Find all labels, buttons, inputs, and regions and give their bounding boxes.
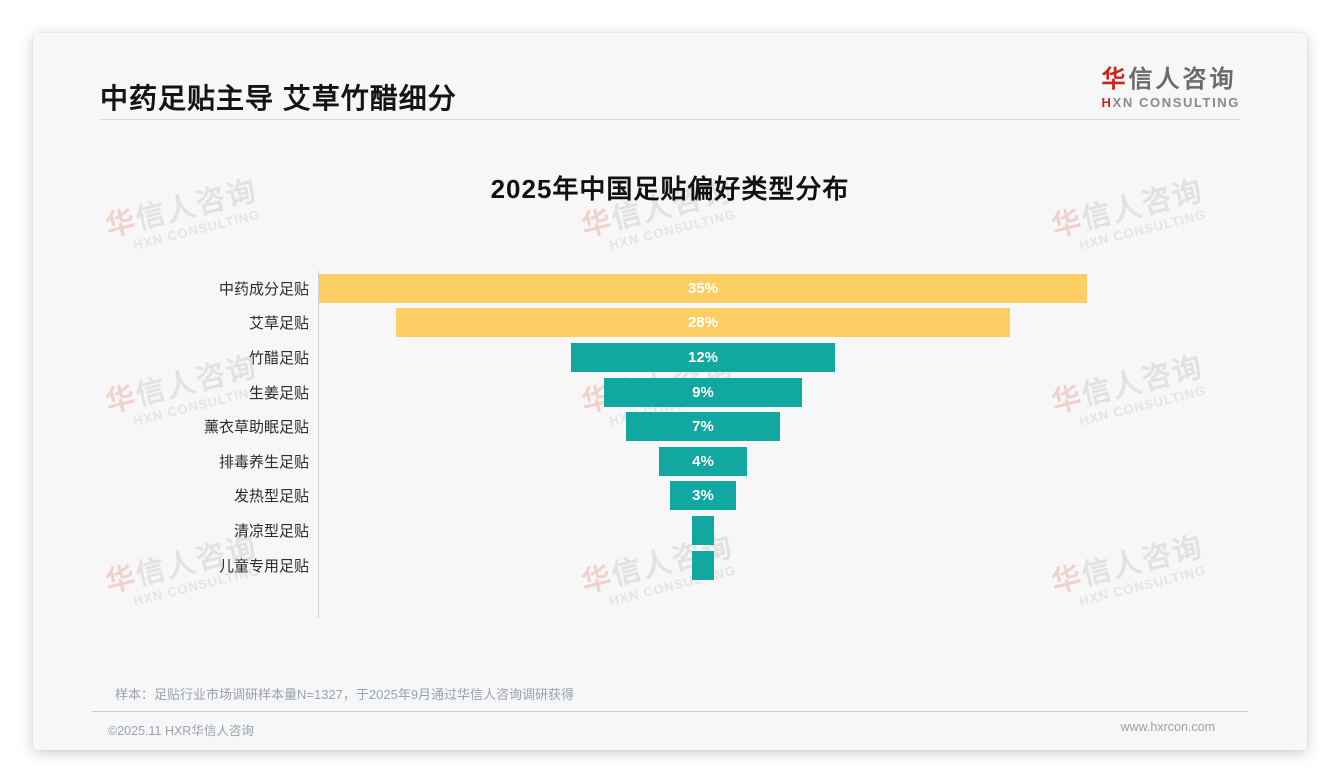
chart-axis-line bbox=[318, 271, 319, 618]
bar: 4% bbox=[659, 446, 747, 476]
category-label: 生姜足贴 bbox=[248, 384, 309, 402]
logo-english-text: HXN CONSULTING bbox=[1102, 95, 1240, 110]
logo-red-char: 华 bbox=[1101, 66, 1129, 93]
bar-track: 7% bbox=[319, 412, 1087, 442]
sample-note: 样本：足贴行业市场调研样本量N=1327，于2025年9月通过华信人咨询调研获得 bbox=[115, 687, 575, 702]
page-title: 中药足贴主导 艾草竹醋细分 bbox=[100, 83, 457, 114]
bar-value-label: 7% bbox=[692, 418, 714, 436]
chart-row: 竹醋足贴 12% bbox=[73, 340, 1087, 375]
bar-value-label: 12% bbox=[687, 348, 719, 366]
header-divider bbox=[100, 119, 1240, 120]
bar: 7% bbox=[626, 412, 780, 442]
chart-row: 艾草足贴 28% bbox=[73, 306, 1087, 341]
chart-row: 生姜足贴 9% bbox=[73, 375, 1087, 410]
bar: 3% bbox=[670, 481, 736, 511]
bar-value-label: 4% bbox=[692, 452, 714, 470]
bar-value-label: 9% bbox=[692, 383, 714, 401]
copyright-text: ©2025.11 HXR华信人咨询 bbox=[108, 724, 254, 738]
logo-chinese-text: 华信人咨询 bbox=[1102, 59, 1240, 94]
bar: 35% bbox=[319, 273, 1087, 303]
chart-row: 发热型足贴 3% bbox=[73, 479, 1087, 514]
category-label: 薰衣草助眠足贴 bbox=[203, 419, 309, 437]
bar: 12% bbox=[571, 342, 835, 372]
chart-row: 薰衣草助眠足贴 7% bbox=[73, 409, 1087, 444]
chart-row: 清凉型足贴 bbox=[73, 513, 1087, 548]
chart-row: 中药成分足贴 35% bbox=[73, 271, 1087, 306]
bar-track: 4% bbox=[319, 446, 1087, 476]
logo-gray-chars: 信人咨询 bbox=[1128, 66, 1237, 93]
bar bbox=[692, 515, 714, 545]
funnel-bar-chart: 中药成分足贴 35% 艾草足贴 28% 竹醋足贴 12% 生姜足贴 9% 薰衣草助眠足贴 7% 排毒… bbox=[73, 271, 1087, 582]
bar-track: 28% bbox=[319, 308, 1087, 338]
category-label: 发热型足贴 bbox=[233, 488, 309, 506]
logo-en-red-char: H bbox=[1101, 95, 1113, 110]
company-logo: 华信人咨询 HXN CONSULTING bbox=[1102, 59, 1240, 110]
bar: 9% bbox=[604, 377, 802, 407]
slide-card: 华信人咨询 HXN CONSULTING 华信人咨询 HXN CONSULTING 华信… bbox=[33, 33, 1307, 750]
bar-value-label: 3% bbox=[692, 487, 714, 505]
bar-track: 9% bbox=[319, 377, 1087, 407]
category-label: 儿童专用足贴 bbox=[218, 557, 309, 575]
category-label: 排毒养生足贴 bbox=[218, 453, 309, 471]
bar-track bbox=[319, 550, 1087, 580]
category-label: 竹醋足贴 bbox=[248, 349, 309, 367]
footer-divider bbox=[92, 711, 1248, 712]
bar-track bbox=[319, 515, 1087, 545]
chart-title: 2025年中国足贴偏好类型分布 bbox=[490, 174, 850, 204]
bar-track: 3% bbox=[319, 481, 1087, 511]
category-label: 艾草足贴 bbox=[248, 315, 309, 333]
bar-value-label: 28% bbox=[687, 314, 718, 332]
bar bbox=[692, 550, 714, 580]
category-label: 清凉型足贴 bbox=[233, 522, 309, 540]
bar-value-label: 35% bbox=[687, 279, 719, 297]
chart-row: 排毒养生足贴 4% bbox=[73, 444, 1087, 479]
category-label: 中药成分足贴 bbox=[218, 280, 309, 298]
logo-en-gray-chars: XN CONSULTING bbox=[1112, 95, 1240, 110]
chart-row: 儿童专用足贴 bbox=[73, 548, 1087, 583]
website-text: www.hxrcon.com bbox=[1120, 720, 1215, 734]
bar-track: 12% bbox=[319, 342, 1087, 372]
bar: 28% bbox=[395, 308, 1011, 338]
bar-track: 35% bbox=[319, 273, 1087, 303]
